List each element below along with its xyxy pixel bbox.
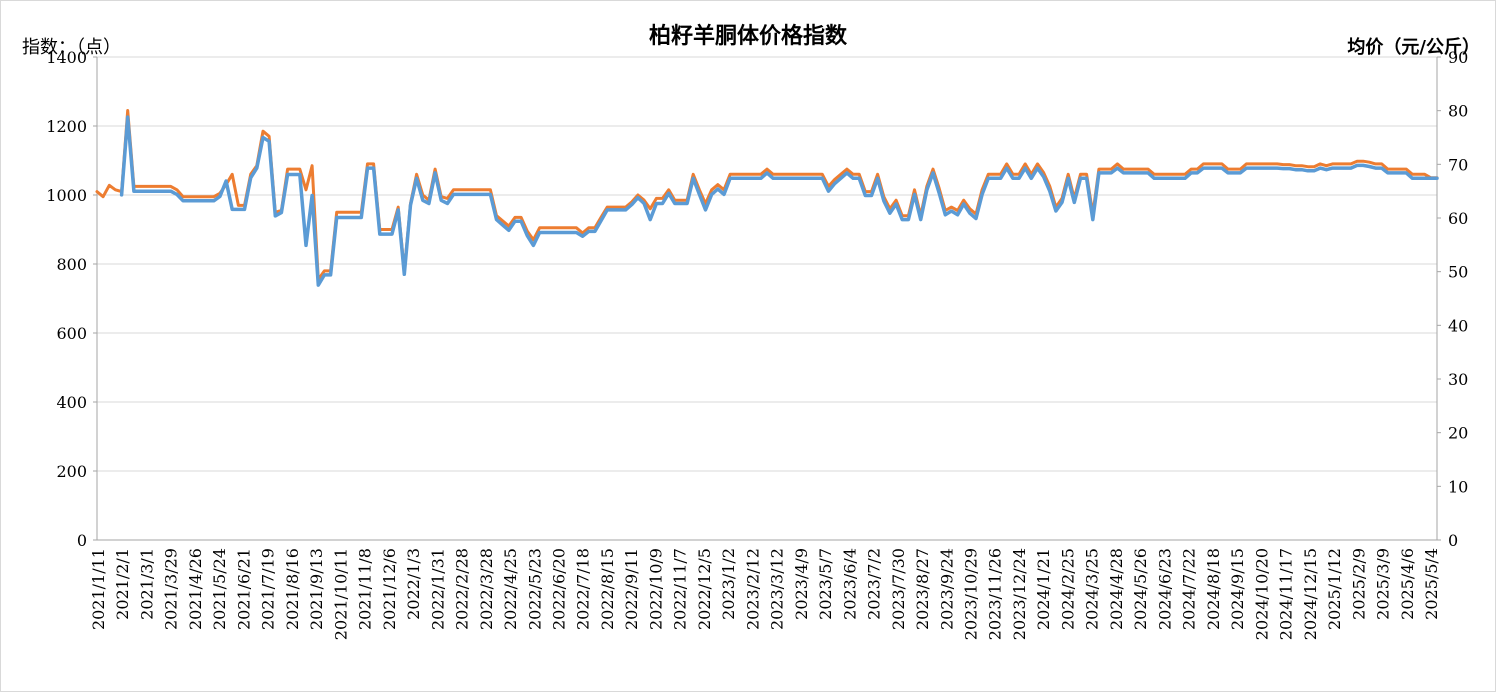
y-left-tick-label: 600 [56, 324, 87, 343]
x-tick-label: 2021/12/6 [380, 548, 399, 630]
x-tick-label: 2021/8/16 [283, 548, 302, 630]
x-tick-label: 2024/6/23 [1155, 548, 1174, 630]
y-left-tick-label: 1400 [46, 48, 87, 67]
x-tick-label: 2022/10/9 [646, 548, 665, 630]
x-tick-label: 2025/3/9 [1374, 548, 1393, 620]
x-tick-label: 2024/9/15 [1228, 548, 1247, 630]
x-tick-label: 2024/1/21 [1034, 548, 1053, 630]
y-axis-right-ticks: 0 10 20 30 40 50 60 70 80 90 [1437, 48, 1468, 550]
series-line-price [119, 115, 1439, 287]
y-axis-left-label: 指数：（点） [22, 37, 121, 58]
x-tick-label: 2021/9/13 [307, 548, 326, 630]
y-left-tick-label: 800 [56, 255, 87, 274]
y-left-tick-label: 400 [56, 393, 87, 412]
x-tick-label: 2023/10/29 [962, 548, 981, 640]
x-tick-label: 2022/12/5 [695, 548, 714, 630]
y-left-tick-label: 200 [56, 462, 87, 481]
x-tick-label: 2023/12/24 [1010, 548, 1029, 640]
x-tick-label: 2024/3/25 [1083, 548, 1102, 630]
gridlines [97, 56, 1437, 472]
x-tick-label: 2021/7/19 [259, 548, 278, 630]
x-tick-label: 2023/11/26 [986, 548, 1005, 640]
x-tick-label: 2023/9/24 [937, 548, 956, 630]
x-tick-label: 2023/5/7 [816, 548, 835, 620]
x-tick-label: 2023/1/2 [719, 548, 738, 620]
x-tick-label: 2024/4/28 [1107, 548, 1126, 630]
x-tick-label: 2022/5/23 [525, 548, 544, 630]
x-tick-label: 2023/3/12 [768, 548, 787, 630]
x-tick-label: 2022/3/28 [477, 548, 496, 630]
x-tick-label: 2024/12/15 [1301, 548, 1320, 640]
x-tick-label: 2022/1/31 [428, 548, 447, 630]
x-tick-label: 2021/5/24 [210, 548, 229, 630]
x-tick-label: 2023/4/9 [792, 548, 811, 620]
series-line-index [95, 109, 1439, 281]
x-tick-label: 2023/8/27 [913, 548, 932, 630]
y-left-tick-label: 0 [77, 531, 87, 550]
chart-title: 柏籽羊胴体价格指数 [648, 23, 847, 49]
y-right-tick-label: 10 [1448, 477, 1468, 496]
x-tick-label: 2021/4/26 [186, 548, 205, 630]
series-lines [95, 109, 1439, 287]
x-tick-label: 2021/3/29 [162, 548, 181, 630]
axes [96, 57, 1438, 541]
y-axis-left-ticks: 0 200 400 600 800 1000 1200 1400 [46, 48, 97, 550]
y-right-tick-label: 90 [1448, 48, 1468, 67]
x-tick-label: 2023/2/12 [743, 548, 762, 630]
x-tick-label: 2022/1/3 [404, 548, 423, 620]
x-tick-label: 2022/4/25 [501, 548, 520, 630]
y-right-tick-label: 50 [1448, 263, 1468, 282]
x-tick-label: 2022/6/20 [549, 548, 568, 630]
x-tick-label: 2024/8/18 [1204, 548, 1223, 630]
y-right-tick-label: 30 [1448, 370, 1468, 389]
x-tick-label: 2023/7/2 [865, 548, 884, 620]
y-right-tick-label: 60 [1448, 209, 1468, 228]
x-tick-label: 2021/6/21 [234, 548, 253, 630]
x-tick-label: 2022/8/15 [598, 548, 617, 630]
y-left-tick-label: 1200 [46, 117, 87, 136]
x-tick-label: 2022/9/11 [622, 548, 641, 630]
x-tick-label: 2025/2/9 [1349, 548, 1368, 620]
x-tick-label: 2024/10/20 [1252, 548, 1271, 640]
x-axis-ticks: 2021/1/11 2021/2/1 2021/3/1 2021/3/29 2021/4… [89, 548, 1441, 640]
x-tick-label: 2025/4/6 [1398, 548, 1417, 620]
x-tick-label: 2022/7/18 [574, 548, 593, 630]
x-tick-label: 2021/11/8 [356, 548, 375, 630]
x-tick-label: 2021/2/1 [113, 548, 132, 620]
y-right-tick-label: 0 [1448, 531, 1458, 550]
x-tick-label: 2021/10/11 [331, 548, 350, 640]
y-left-tick-label: 1000 [46, 186, 87, 205]
x-tick-label: 2023/7/30 [889, 548, 908, 630]
x-tick-label: 2024/7/22 [1180, 548, 1199, 630]
y-right-tick-label: 20 [1448, 424, 1468, 443]
x-tick-label: 2024/11/17 [1277, 548, 1296, 640]
y-right-tick-label: 40 [1448, 316, 1468, 335]
x-tick-label: 2023/6/4 [840, 548, 859, 620]
x-tick-label: 2025/5/4 [1422, 548, 1441, 620]
x-tick-label: 2022/11/7 [671, 548, 690, 630]
x-tick-label: 2021/1/11 [89, 548, 108, 630]
x-tick-label: 2022/2/28 [453, 548, 472, 630]
x-tick-label: 2024/5/26 [1131, 548, 1150, 630]
y-axis-right-label: 均价（元/公斤） [1347, 37, 1480, 58]
y-right-tick-label: 70 [1448, 155, 1468, 174]
x-tick-label: 2024/2/25 [1058, 548, 1077, 630]
x-tick-label: 2021/3/1 [137, 548, 156, 620]
y-right-tick-label: 80 [1448, 102, 1468, 121]
x-tick-label: 2025/1/12 [1325, 548, 1344, 630]
